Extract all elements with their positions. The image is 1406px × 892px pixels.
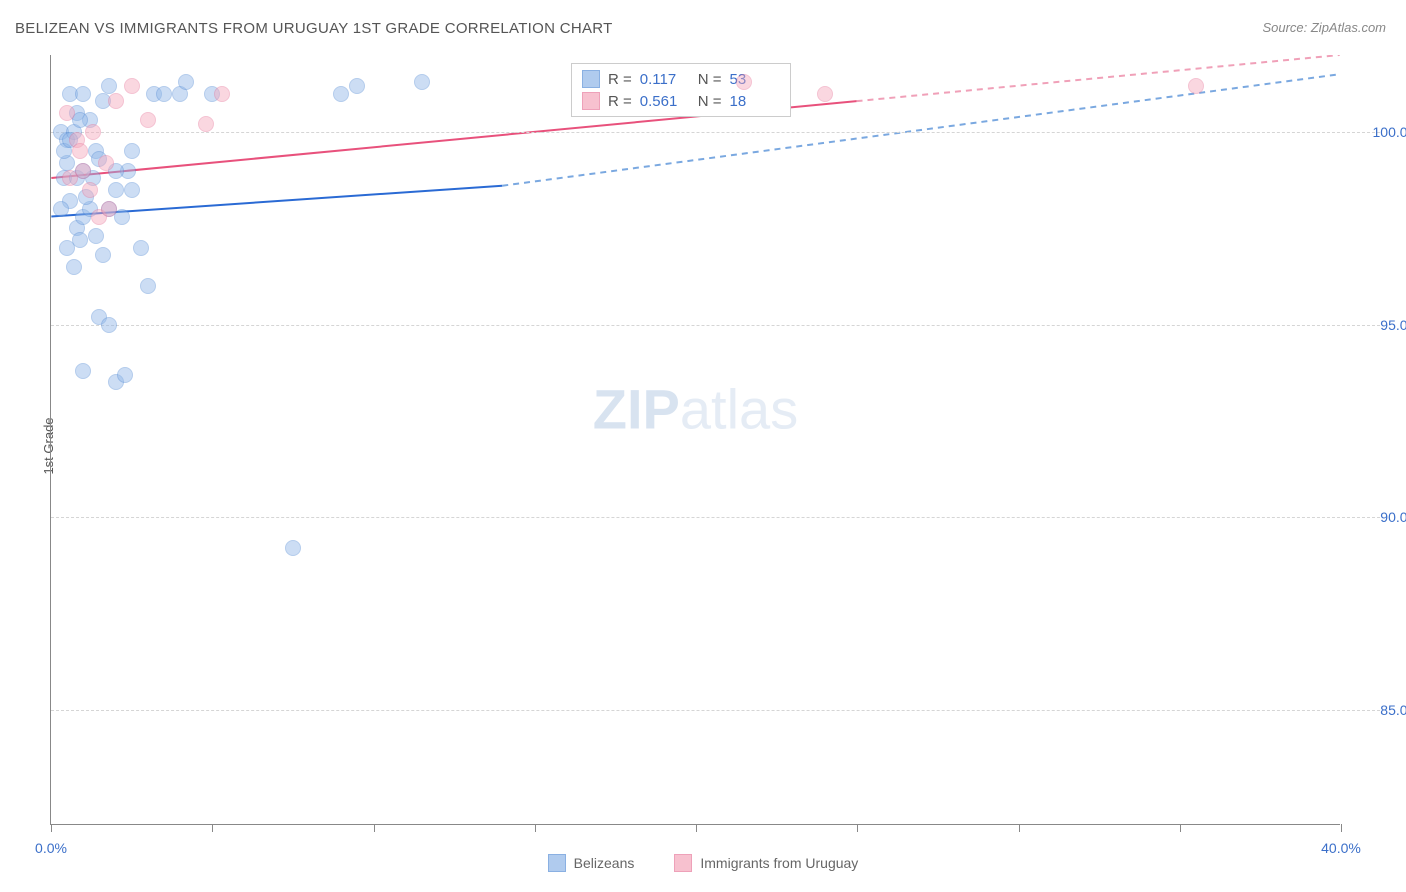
legend-swatch xyxy=(582,92,600,110)
scatter-point xyxy=(133,240,149,256)
scatter-point xyxy=(75,363,91,379)
scatter-point xyxy=(414,74,430,90)
legend-label: Immigrants from Uruguay xyxy=(700,855,858,871)
bottom-legend: Belizeans Immigrants from Uruguay xyxy=(0,854,1406,872)
scatter-point xyxy=(101,317,117,333)
chart-plot-area: ZIPatlas R = 0.117 N = 53 R = 0.561 N = … xyxy=(50,55,1340,825)
x-tick xyxy=(1341,824,1342,832)
watermark-light: atlas xyxy=(680,377,798,440)
legend-item: Belizeans xyxy=(548,854,635,872)
scatter-point xyxy=(82,182,98,198)
legend-swatch xyxy=(582,70,600,88)
y-tick-label: 85.0% xyxy=(1360,702,1406,718)
legend-item: Immigrants from Uruguay xyxy=(674,854,858,872)
grid-line xyxy=(51,325,1380,326)
scatter-point xyxy=(333,86,349,102)
scatter-point xyxy=(1188,78,1204,94)
y-tick-label: 100.0% xyxy=(1360,124,1406,140)
scatter-point xyxy=(108,182,124,198)
scatter-point xyxy=(198,116,214,132)
scatter-point xyxy=(85,124,101,140)
n-label: N = xyxy=(698,93,722,110)
legend-label: Belizeans xyxy=(574,855,635,871)
scatter-point xyxy=(124,182,140,198)
scatter-point xyxy=(214,86,230,102)
scatter-point xyxy=(98,155,114,171)
scatter-point xyxy=(101,201,117,217)
y-tick-label: 90.0% xyxy=(1360,509,1406,525)
x-tick xyxy=(696,824,697,832)
scatter-point xyxy=(156,86,172,102)
r-value: 0.117 xyxy=(640,71,690,88)
x-tick xyxy=(51,824,52,832)
scatter-point xyxy=(53,201,69,217)
scatter-point xyxy=(140,112,156,128)
r-label: R = xyxy=(608,93,632,110)
scatter-point xyxy=(117,367,133,383)
scatter-point xyxy=(101,78,117,94)
grid-line xyxy=(51,517,1380,518)
r-label: R = xyxy=(608,71,632,88)
scatter-point xyxy=(736,74,752,90)
stats-legend-row: R = 0.561 N = 18 xyxy=(582,90,780,112)
scatter-point xyxy=(59,105,75,121)
stats-legend-box: R = 0.117 N = 53 R = 0.561 N = 18 xyxy=(571,63,791,117)
n-value: 18 xyxy=(730,93,780,110)
scatter-point xyxy=(108,93,124,109)
chart-title: BELIZEAN VS IMMIGRANTS FROM URUGUAY 1ST … xyxy=(15,20,613,37)
watermark: ZIPatlas xyxy=(593,376,798,441)
legend-swatch xyxy=(674,854,692,872)
x-tick xyxy=(1019,824,1020,832)
grid-line xyxy=(51,710,1380,711)
scatter-point xyxy=(66,259,82,275)
source-text: Source: ZipAtlas.com xyxy=(1262,20,1386,35)
scatter-point xyxy=(72,232,88,248)
scatter-point xyxy=(285,540,301,556)
y-tick-label: 95.0% xyxy=(1360,317,1406,333)
scatter-point xyxy=(178,74,194,90)
x-tick xyxy=(374,824,375,832)
scatter-point xyxy=(817,86,833,102)
scatter-point xyxy=(140,278,156,294)
r-value: 0.561 xyxy=(640,93,690,110)
grid-line xyxy=(51,132,1380,133)
scatter-point xyxy=(72,143,88,159)
x-tick xyxy=(212,824,213,832)
scatter-point xyxy=(124,143,140,159)
x-tick xyxy=(1180,824,1181,832)
scatter-point xyxy=(88,228,104,244)
x-tick xyxy=(857,824,858,832)
scatter-point xyxy=(95,247,111,263)
legend-swatch xyxy=(548,854,566,872)
scatter-point xyxy=(75,86,91,102)
scatter-point xyxy=(62,170,78,186)
n-label: N = xyxy=(698,71,722,88)
x-tick xyxy=(535,824,536,832)
watermark-bold: ZIP xyxy=(593,377,680,440)
scatter-point xyxy=(349,78,365,94)
scatter-point xyxy=(124,78,140,94)
